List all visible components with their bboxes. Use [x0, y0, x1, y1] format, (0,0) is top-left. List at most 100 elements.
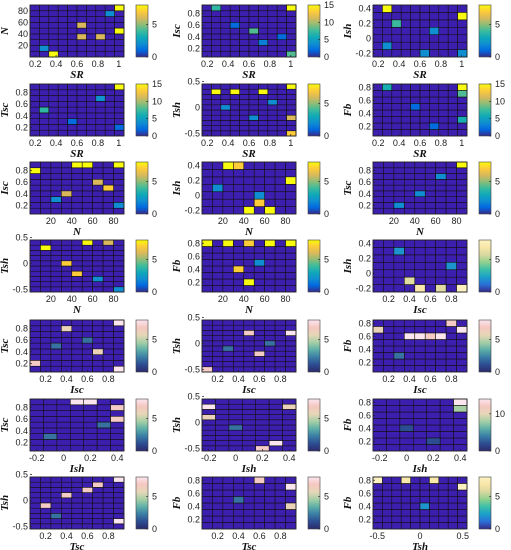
heatmap-cell [81, 502, 93, 509]
heatmap-cell [264, 265, 276, 273]
colorbar-tick-label: 5 [495, 177, 500, 187]
heatmap-cell [201, 4, 212, 12]
heatmap-cell [248, 83, 259, 90]
colorbar [135, 398, 149, 452]
heatmap-cell [61, 319, 73, 327]
heatmap-cell [239, 125, 250, 132]
heatmap-cell [104, 4, 115, 12]
heatmap-cell [86, 33, 97, 40]
heatmap-cell [67, 39, 78, 46]
heatmap-value-cell [201, 414, 216, 421]
heatmap-cell [445, 254, 457, 263]
x-tick-label: 0.4 [222, 138, 235, 148]
heatmap-cell [274, 169, 286, 178]
heatmap-cell [114, 22, 125, 29]
heatmap-cell [50, 502, 62, 509]
heatmap-cell [424, 358, 436, 366]
heatmap-cell [456, 254, 468, 263]
heatmap-cell [48, 4, 59, 12]
heatmap-cell [391, 515, 402, 523]
heatmap-cell [233, 259, 245, 267]
heatmap-cell [40, 239, 52, 246]
x-tick-label: 0.5 [456, 531, 469, 541]
heatmap-cell [372, 129, 383, 137]
x-tick-label: 0.6 [71, 138, 84, 148]
heatmap-cell [86, 27, 97, 35]
x-tick-label: 80 [281, 294, 291, 304]
heatmap-cell [419, 103, 430, 111]
x-axis-label: SR [70, 69, 83, 81]
heatmap-cell [386, 405, 401, 413]
heatmap-cell [102, 286, 114, 293]
heatmap-cell [274, 496, 286, 504]
heatmap-cell [258, 83, 269, 90]
heatmap-cell [81, 244, 93, 251]
heatmap-cell [282, 409, 297, 415]
heatmap-cell [67, 10, 78, 17]
heatmap-cell [69, 433, 85, 440]
heatmap-cell [71, 260, 83, 267]
heatmap-cell [382, 129, 393, 137]
heatmap-cell [435, 167, 447, 174]
heatmap-cell [39, 89, 50, 96]
heatmap-cell [61, 286, 73, 293]
heatmap-cell [414, 358, 426, 366]
heatmap-cell [456, 247, 468, 256]
heatmap-cell [67, 16, 78, 23]
x-tick-label: 0.6 [243, 138, 256, 148]
heatmap-cell [243, 476, 255, 484]
colorbar-tick-label: 5 [324, 492, 329, 502]
heatmap-cell [50, 173, 62, 180]
heatmap-cell [220, 39, 231, 46]
y-tick-label: 0.8 [358, 475, 371, 485]
heatmap-cell [201, 509, 213, 517]
heatmap-cell [29, 354, 41, 361]
heatmap-cell [426, 411, 441, 419]
heatmap-cell [104, 118, 115, 125]
heatmap-cell [61, 202, 73, 209]
heatmap-value-cell [285, 502, 297, 510]
heatmap-cell [113, 481, 125, 488]
heatmap-cell [61, 265, 73, 272]
heatmap-cell [453, 437, 468, 445]
heatmap-cell [102, 255, 114, 262]
heatmap-cell [383, 161, 395, 169]
heatmap-cell [383, 345, 395, 353]
heatmap-cell [255, 403, 270, 410]
colorbar-tick-label: 5 [152, 255, 157, 265]
heatmap-cell [71, 190, 83, 197]
heatmap-cell [29, 487, 41, 493]
heatmap-cell [372, 398, 387, 406]
x-tick-label: 0.8 [102, 531, 115, 541]
y-axis-label: Tsh [171, 417, 183, 433]
heatmap-cell [239, 4, 250, 12]
heatmap-cell [220, 22, 231, 29]
heatmap-cell [92, 507, 104, 514]
heatmap-cell [393, 207, 405, 215]
heatmap-cell [29, 421, 44, 429]
heatmap-cell [215, 424, 230, 431]
y-tick-label: 0.4 [187, 161, 200, 171]
heatmap-cell [211, 27, 222, 35]
heatmap-cell [233, 509, 245, 517]
heatmap-cell [92, 325, 104, 332]
heatmap-cell [439, 411, 454, 419]
heatmap-cell [233, 502, 245, 510]
heatmap-cell [71, 348, 83, 355]
y-tick-label: -0.5 [184, 128, 200, 138]
heatmap-cell [69, 444, 85, 452]
heatmap-cell [414, 365, 426, 373]
heatmap-cell [447, 496, 458, 504]
heatmap-cell [457, 109, 468, 117]
heatmap-cell [253, 509, 265, 517]
heatmap-cell [233, 198, 245, 207]
colorbar [307, 239, 321, 293]
heatmap-cell [404, 326, 416, 334]
heatmap-cell [229, 120, 240, 126]
heatmap-value-cell [264, 239, 276, 247]
heatmap-cell [258, 22, 269, 29]
heatmap-cell [102, 354, 114, 361]
heatmap-cell [222, 319, 234, 326]
heatmap-cell [233, 285, 245, 293]
